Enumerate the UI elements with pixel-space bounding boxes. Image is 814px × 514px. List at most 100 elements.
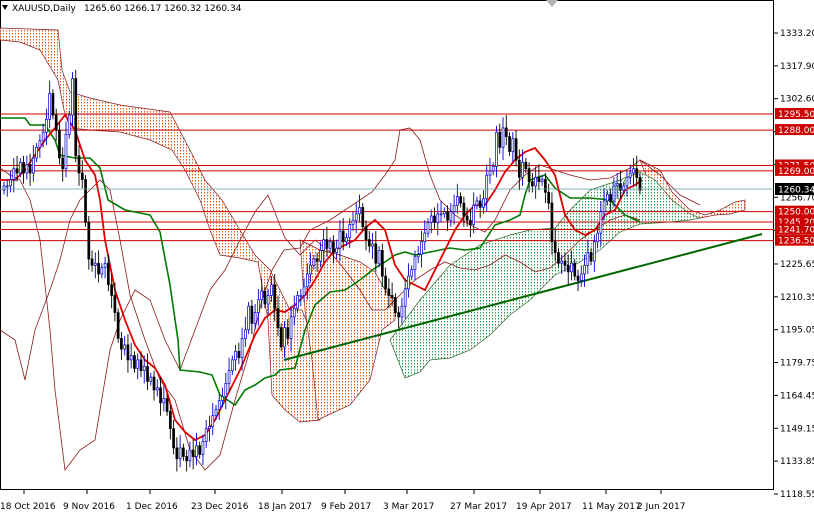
y-tick-label: 1302.60 (780, 95, 814, 105)
candle-body (420, 241, 423, 255)
candle-body (527, 168, 531, 182)
candle-body (67, 114, 71, 135)
time-axis: 18 Oct 2016 9 Nov 2016 1 Dec 2016 23 Dec 20… (0, 490, 685, 512)
candle-body (315, 258, 319, 262)
candle-body (456, 196, 459, 206)
candle-body (573, 262, 577, 277)
candle-body (38, 140, 42, 148)
candle-body (247, 305, 250, 331)
level-label-box (775, 205, 814, 217)
candle-body (485, 174, 489, 200)
candle-body (452, 204, 456, 213)
candle-body (371, 243, 374, 247)
price-axis: 1333.201317.901302.601287.301271.901256.… (774, 29, 814, 500)
candle-body (172, 428, 175, 449)
header-triangle-icon (2, 5, 8, 10)
candle-body (619, 183, 622, 191)
candle-body (97, 262, 100, 275)
candle-body (531, 181, 534, 187)
candle-body (511, 138, 515, 152)
candle-body (351, 219, 355, 225)
candle-body (602, 200, 606, 213)
candle-body (289, 316, 293, 339)
candle-body (299, 295, 303, 297)
candle-body (394, 297, 397, 313)
chart-shift-marker-icon[interactable] (546, 0, 558, 7)
candle-body (332, 241, 335, 253)
candle-body (136, 359, 140, 369)
y-tick-label: 1195.05 (780, 326, 814, 336)
candle-body (230, 359, 234, 371)
level-label-text: 1236.50 (778, 237, 814, 247)
candle-body (296, 295, 299, 309)
candle-body (586, 252, 590, 266)
candle-body (635, 168, 639, 178)
candle-body (32, 157, 35, 174)
candle-body (159, 387, 162, 404)
candle-body (292, 307, 296, 318)
x-tick-label: 18 Oct 2016 (0, 502, 56, 512)
candle-body (622, 185, 626, 191)
candle-body (348, 224, 352, 238)
candle-body (87, 222, 91, 260)
candle-body (553, 241, 557, 253)
candle-body (84, 179, 87, 223)
candle-body (335, 247, 339, 253)
candle-body (384, 275, 387, 290)
candle-body (475, 200, 479, 206)
candle-body (566, 265, 570, 273)
candle-body (319, 249, 322, 262)
x-tick-label: 18 Jan 2017 (258, 502, 312, 512)
candle-body (9, 179, 12, 187)
candle-body (596, 232, 599, 243)
candle-body (152, 376, 156, 391)
candle-body (257, 299, 260, 313)
candle-body (589, 252, 593, 262)
x-tick-label: 19 Apr 2017 (516, 502, 572, 512)
chart-ohlc: 1265.60 1266.17 1260.32 1260.34 (84, 4, 242, 14)
level-label-box (775, 107, 814, 119)
x-tick-label: 9 Nov 2016 (63, 502, 115, 512)
candle-body (534, 176, 537, 187)
candle-body (413, 256, 417, 271)
chart-symbol: XAUUSD,Daily (12, 4, 76, 14)
candle-body (524, 161, 528, 170)
candle-body (374, 243, 378, 264)
candle-body (367, 239, 371, 247)
level-label-text: 1295.50 (778, 110, 814, 120)
candle-body (129, 355, 133, 361)
candle-body (126, 344, 130, 361)
candle-body (2, 185, 6, 191)
candle-body (364, 226, 368, 240)
candle-body (195, 445, 198, 457)
level-label-box (775, 234, 814, 246)
level-label-text: 1288.00 (778, 126, 814, 136)
candle-body (576, 275, 580, 281)
candle-body (570, 262, 573, 273)
candle-body (387, 288, 391, 296)
y-tick-label: 1133.85 (780, 457, 814, 467)
candle-body (609, 194, 612, 202)
candle-body (204, 428, 208, 442)
candle-body (433, 215, 436, 223)
candle-body (227, 370, 231, 384)
candle-body (234, 350, 237, 361)
candle-body (462, 202, 466, 217)
candle-body (45, 118, 48, 133)
candle-body (521, 161, 524, 178)
candle-body (61, 157, 65, 170)
candle-body (354, 213, 358, 221)
candle-body (305, 273, 309, 288)
x-tick-label: 27 Mar 2017 (450, 502, 507, 512)
y-tick-label: 1164.45 (780, 391, 814, 401)
candle-body (345, 237, 348, 243)
candle-body (606, 194, 609, 202)
candle-body (478, 200, 482, 208)
candle-body (517, 159, 521, 178)
candle-body (550, 202, 554, 243)
candle-body (615, 183, 619, 187)
candle-body (592, 241, 596, 262)
candle-body (547, 192, 551, 204)
